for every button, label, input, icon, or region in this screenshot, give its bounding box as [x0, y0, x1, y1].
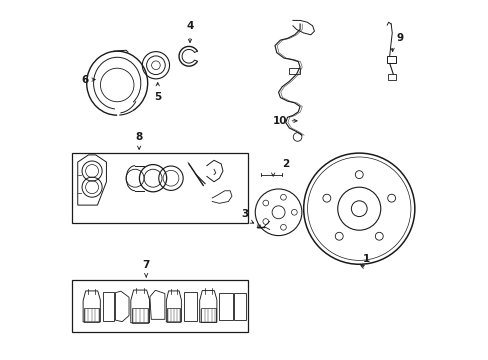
Text: 2: 2 [282, 159, 289, 169]
Bar [289, 68, 300, 74]
Bar [386, 55, 395, 63]
Text: 3: 3 [241, 209, 247, 219]
Text: 1: 1 [362, 254, 369, 264]
Text: 5: 5 [154, 92, 161, 102]
Bar [387, 74, 395, 80]
Bar [72, 280, 247, 332]
Text: 9: 9 [396, 33, 403, 43]
Text: 4: 4 [186, 21, 193, 31]
Bar [72, 153, 247, 223]
Text: 6: 6 [81, 75, 89, 85]
Text: 10: 10 [273, 116, 287, 126]
Text: 7: 7 [142, 260, 149, 270]
Text: 8: 8 [135, 132, 142, 141]
